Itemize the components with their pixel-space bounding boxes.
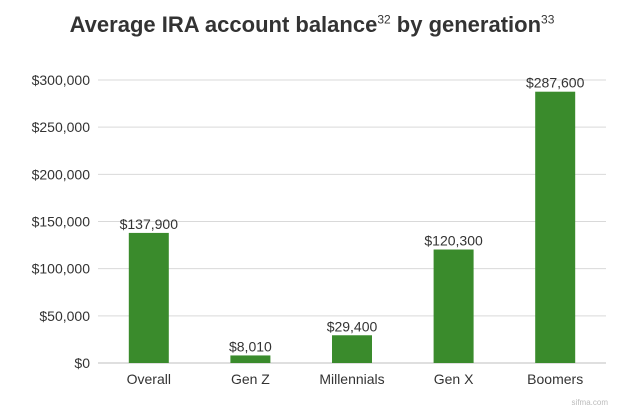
y-tick-label: $100,000: [32, 261, 91, 277]
bar: [128, 232, 169, 363]
footnote-ref-33: 33: [541, 12, 555, 27]
x-tick-label: Overall: [127, 371, 171, 387]
data-label: $120,300: [424, 233, 483, 249]
data-label: $29,400: [327, 318, 378, 334]
chart-title-text: Average IRA account balance: [69, 12, 378, 37]
chart-title-text-2: by generation: [390, 12, 542, 37]
y-tick-label: $0: [74, 355, 90, 371]
y-tick-label: $250,000: [32, 119, 91, 135]
watermark: sifma.com: [571, 398, 608, 407]
bar: [230, 355, 271, 363]
bar: [433, 249, 474, 363]
x-tick-label: Gen Z: [231, 371, 270, 387]
y-tick-label: $150,000: [32, 214, 91, 230]
y-tick-label: $50,000: [39, 308, 90, 324]
data-label: $8,010: [229, 338, 272, 354]
data-label: $137,900: [120, 216, 179, 232]
data-label: $287,600: [526, 75, 585, 91]
bar: [535, 91, 576, 364]
y-tick-label: $200,000: [32, 166, 91, 182]
footnote-ref-32: 32: [377, 12, 391, 27]
bar: [332, 335, 372, 363]
chart-title: Average IRA account balance32 by generat…: [0, 12, 624, 38]
y-tick-label: $300,000: [32, 72, 91, 88]
x-tick-label: Gen X: [434, 371, 474, 387]
x-tick-label: Millennials: [319, 371, 384, 387]
x-tick-label: Boomers: [527, 371, 583, 387]
